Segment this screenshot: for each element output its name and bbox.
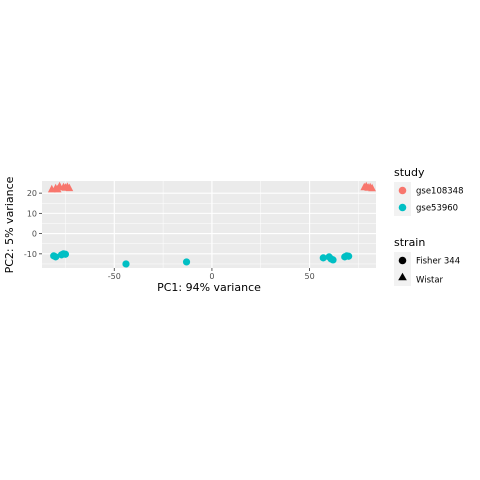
legend-label-gse53960: gse53960	[416, 204, 458, 214]
legend: study gse108348 gse53960 strain Fisher 3…	[394, 166, 464, 286]
x-axis-title: PC1: 94% variance	[157, 281, 261, 294]
data-point-gse53960	[52, 253, 60, 261]
y-tick-label: 10	[27, 209, 37, 218]
legend-title-strain: strain	[394, 236, 425, 249]
data-point-gse108348	[65, 183, 74, 192]
data-point-gse53960	[345, 252, 353, 260]
data-point-gse53960	[122, 260, 130, 268]
legend-symbol-gse53960	[398, 203, 407, 212]
legend-label-fisher-344: Fisher 344	[416, 257, 460, 267]
y-tick-label: 0	[32, 230, 37, 239]
y-tick-label: -10	[24, 250, 37, 259]
legend-label-gse108348: gse108348	[416, 187, 464, 197]
legend-label-wistar: Wistar	[416, 276, 444, 286]
data-point-gse53960	[329, 256, 337, 264]
data-point-gse53960	[61, 250, 70, 258]
grid-lines	[42, 181, 376, 268]
x-tick-label: 0	[209, 272, 214, 281]
x-tick-label: 50	[304, 272, 314, 281]
data-points	[47, 181, 376, 268]
y-tick-label: 20	[27, 189, 37, 198]
legend-symbol-fisher-344	[398, 256, 407, 265]
legend-symbol-gse108348	[398, 186, 407, 195]
legend-symbol-wistar	[398, 272, 407, 281]
data-point-gse53960	[319, 254, 327, 262]
data-point-gse53960	[182, 258, 191, 266]
y-axis-title: PC2: 5% variance	[3, 176, 16, 273]
plot-panel	[42, 181, 376, 268]
x-tick-label: -50	[108, 272, 121, 281]
legend-title-study: study	[394, 166, 425, 179]
axis-ticks: -50 0 50 -10 0 10 20	[24, 189, 315, 281]
data-point-gse108348	[368, 183, 376, 192]
